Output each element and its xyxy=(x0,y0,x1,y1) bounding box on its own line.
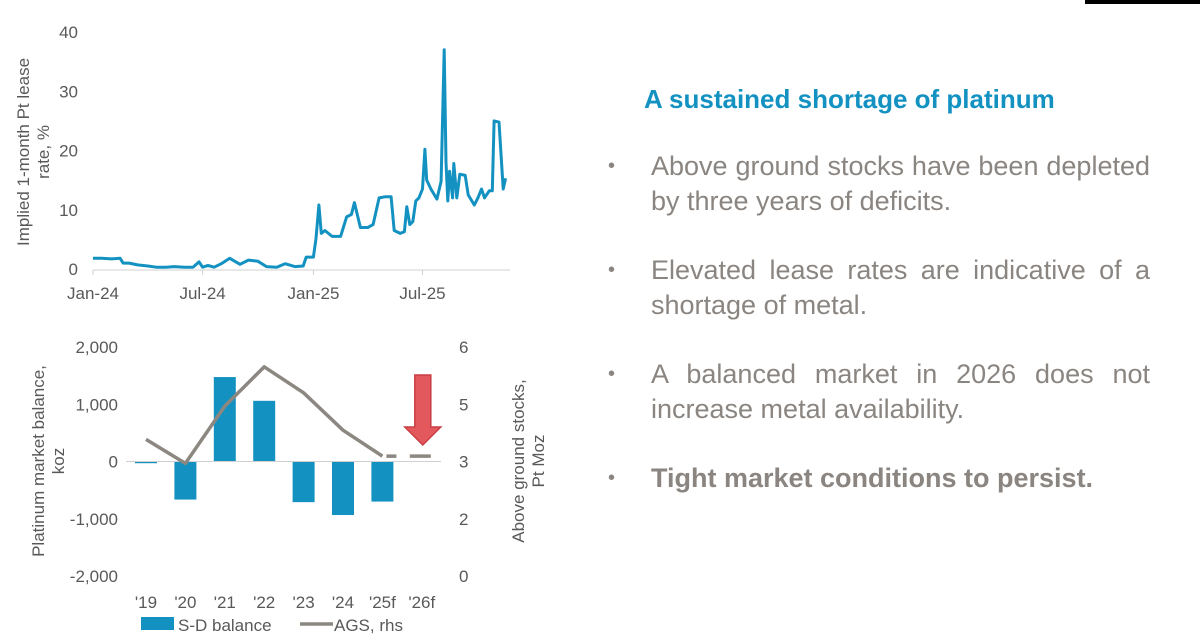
x-tick-label: '20 xyxy=(174,593,196,612)
x-tick-label: '25f xyxy=(369,593,396,612)
down-arrow-icon xyxy=(402,374,443,447)
top-edge-bar xyxy=(1085,0,1200,4)
panel-title: A sustained shortage of platinum xyxy=(644,84,1055,114)
bullet-dot: • xyxy=(608,363,616,385)
y-tick-label: 40 xyxy=(59,23,78,42)
y2-tick-label: 5 xyxy=(459,395,468,414)
bullet-dot: • xyxy=(608,155,616,177)
y-tick-label: 10 xyxy=(59,201,78,220)
bar-24 xyxy=(332,461,354,516)
bullet-text: Tight market conditions to persist. xyxy=(651,463,1094,493)
x-tick-label: Jan-25 xyxy=(287,284,339,303)
bullet-text: Elevated lease rates are indicative of a… xyxy=(651,255,1150,320)
y2-axis-title-line: Above ground stocks, xyxy=(509,379,528,542)
y2-axis-title: Above ground stocks,Pt Moz xyxy=(509,379,548,542)
market-balance-chart: -2,000 -1,000 0 1,000 2,000 0 2 3 5 6 '19 '20 '21 '22… xyxy=(29,338,548,635)
legend-label: S-D balance xyxy=(178,616,272,635)
bullet-item: • Elevated lease rates are indicative of … xyxy=(608,253,1150,323)
x-tick-label: '19 xyxy=(135,593,157,612)
y-tick-label: 1,000 xyxy=(75,395,118,414)
text-panel: A sustained shortage of platinum • Above … xyxy=(608,84,1150,530)
x-tick-label: '23 xyxy=(293,593,315,612)
y-axis-title-line: Implied 1-month Pt lease xyxy=(14,58,33,246)
lease-rate-chart: 0 10 20 30 40 Jan-24 Jul-24 Jan-25 Jul-25 Implied… xyxy=(14,23,510,303)
x-tick-label: Jul-25 xyxy=(399,284,445,303)
legend-label: AGS, rhs xyxy=(334,616,403,635)
y2-tick-label: 3 xyxy=(459,453,468,472)
bar-23 xyxy=(292,461,315,503)
y-tick-label: 30 xyxy=(59,82,78,101)
x-tick-label: Jan-24 xyxy=(67,284,119,303)
bullet-item: • A balanced market in 2026 does not incr… xyxy=(608,357,1150,427)
y-tick-label: -1,000 xyxy=(70,510,118,529)
bar-19 xyxy=(135,461,157,464)
y-axis-title-line: Platinum market balance, xyxy=(29,365,48,557)
y2-tick-label: 6 xyxy=(459,338,468,357)
y-tick-label: 20 xyxy=(59,142,78,161)
bar-25f xyxy=(371,461,394,502)
lease-rate-line xyxy=(93,48,508,269)
x-tick-label: '22 xyxy=(253,593,275,612)
bullet-text: A balanced market in 2026 does not incre… xyxy=(651,359,1150,424)
bullet-item: • Above ground stocks have been depleted … xyxy=(608,149,1150,219)
y-axis-title: Platinum market balance,koz xyxy=(29,365,68,557)
legend-swatch-bar xyxy=(141,617,174,630)
y2-tick-label: 2 xyxy=(459,510,468,529)
y-tick-label: -2,000 xyxy=(70,567,118,586)
bullet-dot: • xyxy=(608,259,616,281)
y-tick-label: 0 xyxy=(109,453,118,472)
x-tick-label: '26f xyxy=(408,593,435,612)
y-axis-title-line: koz xyxy=(49,448,68,474)
x-tick-label: '21 xyxy=(214,593,236,612)
bar-21 xyxy=(213,377,236,462)
y-tick-label: 0 xyxy=(69,260,78,279)
y-axis-title-line: rate, % xyxy=(34,125,53,179)
bullet-item: • Tight market conditions to persist. xyxy=(608,461,1150,496)
bullet-dot: • xyxy=(608,467,616,489)
ags-line xyxy=(145,365,384,466)
x-tick-label: '24 xyxy=(332,593,354,612)
y2-axis-title-line: Pt Moz xyxy=(529,435,548,488)
bar-20 xyxy=(174,461,197,500)
y-tick-label: 2,000 xyxy=(75,338,118,357)
y2-tick-label: 0 xyxy=(459,567,468,586)
bar-22 xyxy=(253,400,276,462)
bullet-text: Above ground stocks have been depleted b… xyxy=(651,151,1150,216)
y-axis-title: Implied 1-month Pt leaserate, % xyxy=(14,58,53,246)
x-tick-label: Jul-24 xyxy=(179,284,225,303)
